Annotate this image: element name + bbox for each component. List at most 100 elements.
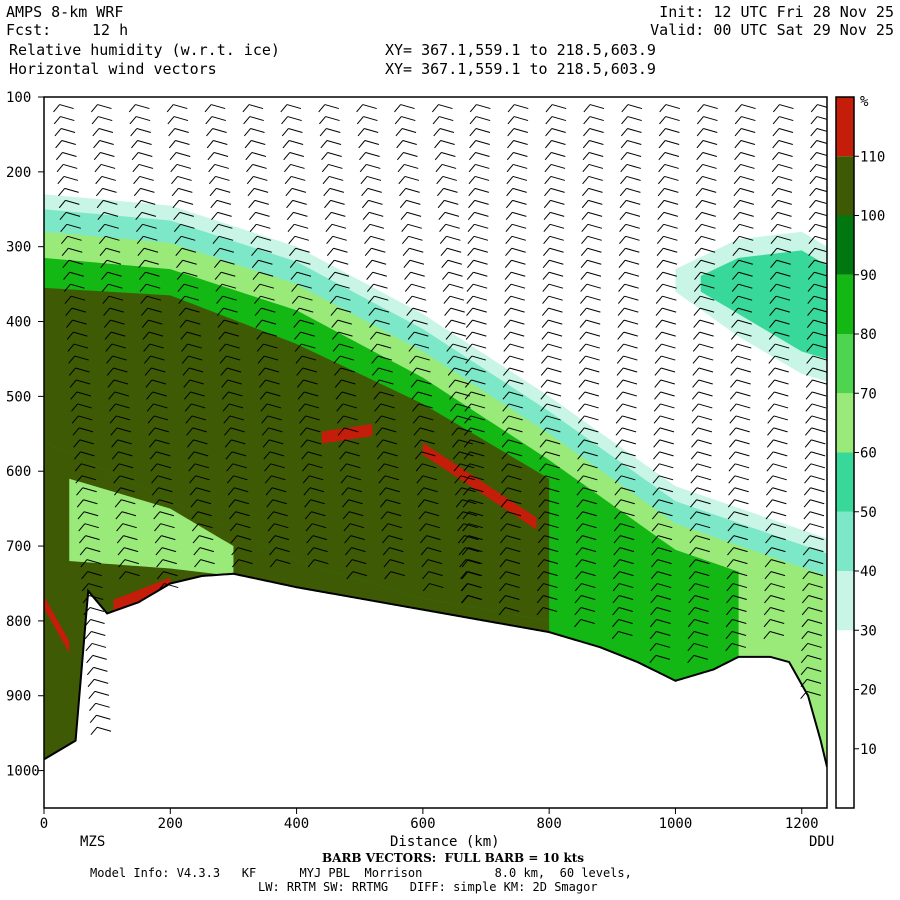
wind-barb-flag	[625, 235, 640, 241]
wind-barb	[725, 631, 733, 640]
wind-barb	[68, 367, 76, 376]
wind-barb-flag	[698, 367, 714, 373]
wind-barb-flag	[461, 487, 476, 493]
wind-barb	[732, 224, 740, 233]
wind-barb-flag	[179, 211, 194, 217]
wind-barb	[242, 104, 250, 113]
wind-barb	[136, 235, 144, 245]
wind-barb-flag	[389, 559, 405, 565]
wind-barb	[363, 224, 371, 233]
wind-barb-flag	[732, 595, 747, 601]
wind-barb	[55, 152, 63, 161]
wind-barb-flag	[145, 271, 160, 277]
wind-barb-flag	[626, 163, 641, 169]
wind-barb-flag	[189, 379, 204, 385]
wind-barb-flag	[623, 343, 638, 349]
wind-barb	[726, 583, 734, 592]
wind-barb	[618, 271, 626, 280]
wind-barb	[696, 140, 704, 149]
wind-barb	[280, 104, 288, 113]
wind-barb	[396, 140, 404, 149]
wind-barb	[617, 295, 625, 304]
wind-barb	[613, 523, 621, 532]
wind-barb-flag	[544, 535, 559, 541]
wind-barb-flag	[221, 283, 237, 289]
wind-barb-flag	[387, 523, 403, 529]
wind-barb	[54, 128, 62, 137]
wind-barb-flag	[589, 128, 604, 134]
wind-barb-flag	[409, 259, 425, 265]
wind-barb-flag	[507, 499, 522, 505]
wind-barb	[171, 188, 179, 197]
wind-barb-flag	[369, 211, 384, 217]
wind-barb-flag	[664, 163, 679, 169]
wind-barb	[804, 451, 812, 460]
wind-barb	[465, 331, 473, 340]
wind-barb	[119, 571, 126, 580]
wind-barb	[502, 379, 510, 388]
wind-barb-flag	[506, 511, 522, 517]
wind-barb-flag	[385, 487, 400, 493]
wind-barb-flag	[807, 642, 822, 648]
wind-barb-flag	[91, 630, 106, 636]
wind-barb	[79, 535, 86, 544]
wind-barb	[467, 247, 475, 256]
wind-barb	[132, 164, 140, 173]
wind-barb-flag	[662, 295, 677, 301]
wind-barb	[133, 188, 141, 197]
wind-barb-flag	[586, 283, 601, 289]
wind-barb	[289, 247, 296, 256]
wind-barb	[93, 152, 101, 161]
wind-barb-flag	[148, 331, 164, 337]
wind-barb	[578, 391, 586, 400]
colorbar-tick-label: 70	[860, 386, 877, 402]
wind-barb	[506, 200, 513, 209]
wind-barb	[211, 224, 219, 233]
wind-barb-flag	[112, 355, 127, 361]
wind-barb	[582, 140, 590, 149]
wind-barb-flag	[513, 151, 528, 157]
x-tick-label: 200	[158, 816, 183, 832]
wind-barb-flag	[657, 535, 673, 541]
wind-barb	[690, 487, 698, 496]
wind-barb	[307, 547, 314, 556]
wind-barb	[136, 224, 143, 233]
wind-barb-flag	[331, 211, 346, 217]
wind-barb	[284, 176, 292, 185]
wind-barb-flag	[93, 666, 108, 672]
wind-barb	[734, 152, 742, 161]
wind-barb	[468, 188, 476, 197]
wind-barb	[291, 283, 299, 292]
wind-barb-flag	[809, 511, 825, 517]
wind-barb	[620, 164, 628, 173]
wind-barb-flag	[620, 535, 635, 541]
wind-barb	[577, 439, 585, 448]
wind-barb-flag	[379, 379, 394, 385]
wind-barb-flag	[703, 128, 718, 134]
wind-barb-flag	[294, 235, 310, 241]
wind-barb	[216, 295, 224, 304]
wind-barb	[576, 487, 584, 496]
wind-barb-flag	[451, 319, 466, 325]
wind-barb-flag	[587, 259, 602, 265]
wind-barb	[805, 403, 813, 412]
barb-column	[800, 104, 827, 700]
wind-barb-flag	[176, 151, 191, 157]
model-info-2: LW: RRTM SW: RRTMG DIFF: simple KM: 2D S…	[258, 880, 598, 894]
wind-barb-flag	[68, 247, 83, 253]
wind-barb	[156, 559, 164, 568]
y-tick-label: 300	[6, 240, 31, 256]
wind-barb	[332, 343, 340, 352]
wind-barb	[656, 259, 664, 268]
wind-barb	[612, 607, 620, 616]
wind-barb	[250, 235, 258, 245]
wind-barb	[88, 691, 96, 700]
wind-barb-flag	[588, 175, 603, 181]
wind-barb-flag	[623, 367, 638, 373]
wind-barb-flag	[401, 128, 417, 134]
wind-barb	[583, 104, 591, 113]
wind-barb	[694, 259, 702, 268]
wind-barb	[419, 523, 427, 532]
wind-barb	[657, 200, 665, 209]
wind-barb	[210, 200, 218, 209]
